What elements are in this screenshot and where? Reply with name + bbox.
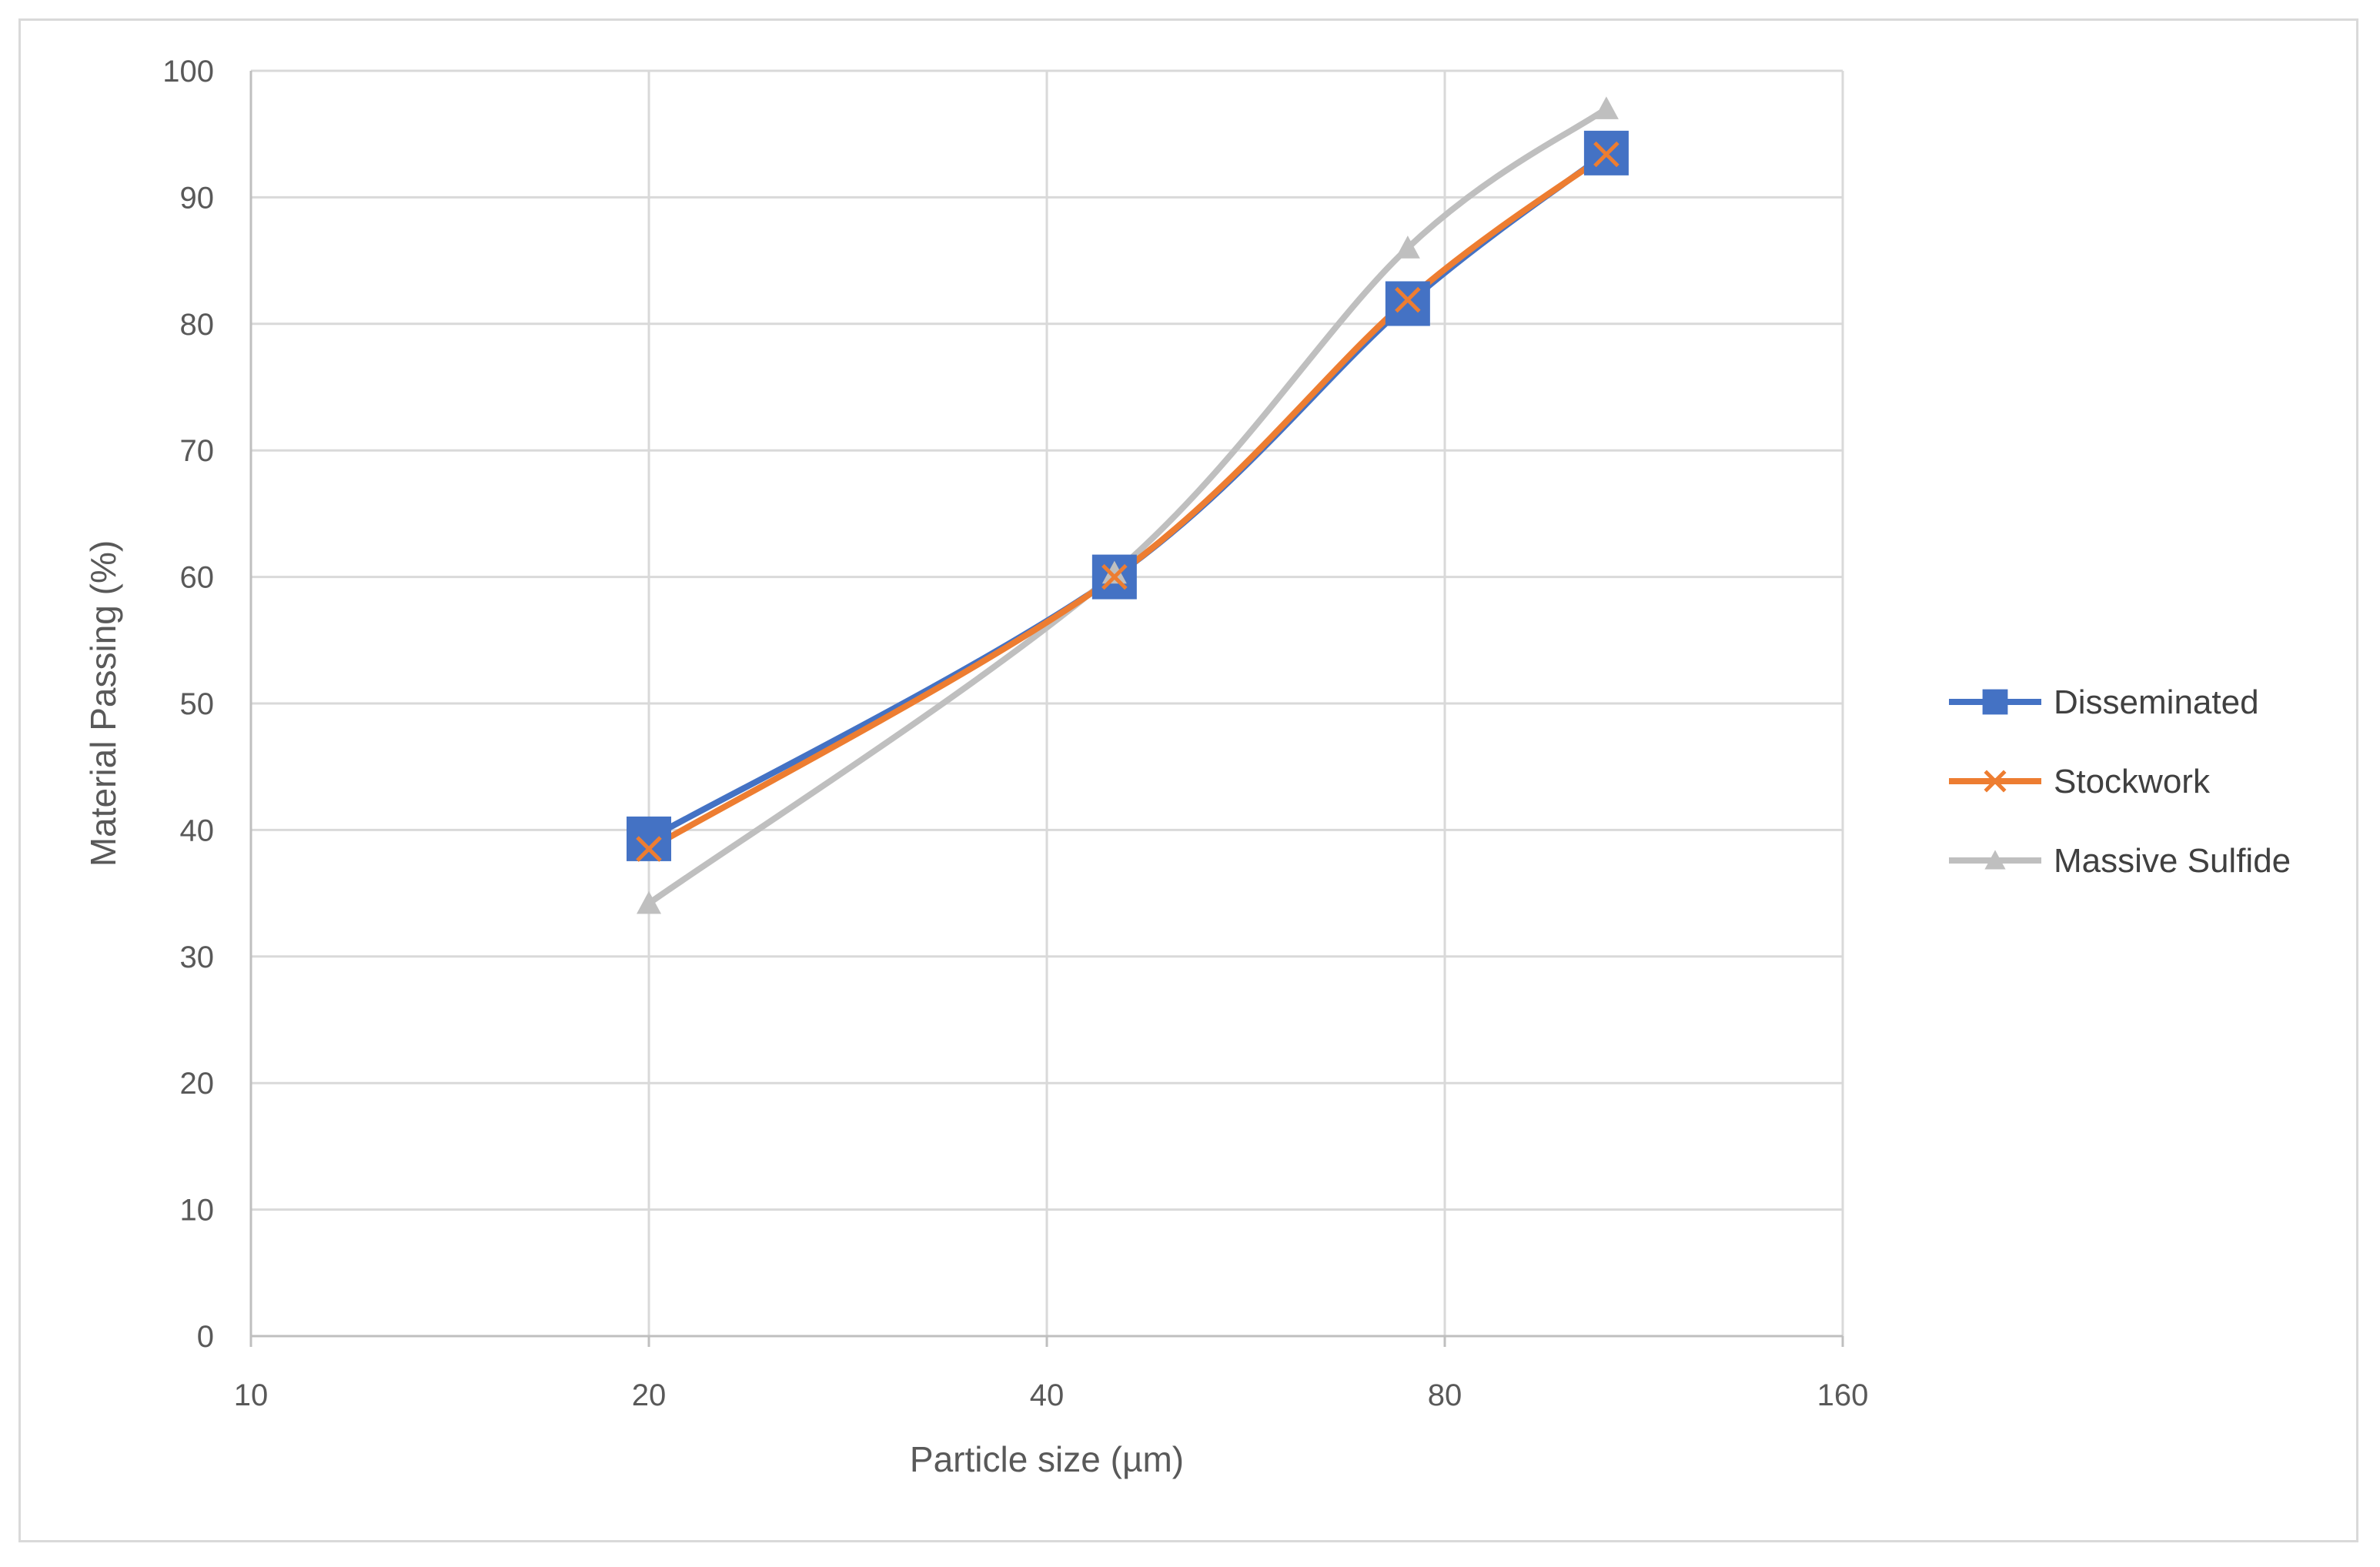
series-line-massive-sulfide [646,105,1610,907]
series-markers [627,96,1629,914]
series-line-stockwork [646,151,1610,853]
legend-item: Massive Sulfide [1949,842,2291,880]
y-tick-label: 10 [180,1194,215,1228]
legend: Disseminated Stockwork Massive Sulfide [1949,683,2291,880]
legend-item: Disseminated [1949,683,2259,721]
y-tick-label: 40 [180,814,215,847]
x-tick-label: 80 [1428,1378,1462,1412]
data-point-stockwork-stroke [636,836,662,862]
data-point-stockwork-stroke [1101,563,1128,590]
y-tick-label: 20 [180,1067,215,1101]
x-tick-label: 40 [1030,1378,1065,1412]
data-point-massive-sulfide [1593,96,1619,119]
legend-label: Stockwork [2054,763,2211,800]
legend-swatch-marker [1984,770,2007,793]
y-axis-title: Material Passing (%) [83,540,123,867]
x-tick-label: 20 [632,1378,667,1412]
data-point-disseminated [1385,281,1430,326]
data-point-massive-sulfide [1101,560,1127,584]
y-tick-label: 50 [180,687,215,721]
tick-labels: 0 10 20 30 40 50 60 70 80 90 100 10 20 40 80 160 [162,55,1868,1412]
y-tick-label: 70 [180,434,215,468]
data-point-stockwork [636,836,662,862]
x-tick-label: 10 [234,1378,269,1412]
data-point-disseminated [627,816,671,861]
legend-label: Massive Sulfide [2054,842,2291,880]
x-tick-label: 160 [1817,1378,1869,1412]
y-tick-label: 100 [162,55,214,89]
legend-swatch-marker [1982,689,2008,715]
y-tick-label: 90 [180,181,215,215]
legend-swatch-marker [1984,850,2006,870]
data-point-stockwork [1395,286,1421,313]
legend-label: Disseminated [2054,683,2259,721]
y-tick-label: 30 [180,941,215,974]
data-point-stockwork-stroke [1593,141,1620,168]
data-point-stockwork [1101,563,1128,590]
data-point-massive-sulfide [1395,236,1420,259]
legend-item: Stockwork [1949,763,2211,800]
legend-swatch-marker-stroke [1984,770,2007,793]
axes [249,71,1844,1347]
x-axis-title: Particle size (µm) [910,1439,1184,1479]
y-tick-label: 80 [180,308,215,342]
gridlines [251,69,1844,1336]
data-point-massive-sulfide [637,890,661,914]
data-point-stockwork-stroke [1395,286,1421,313]
y-tick-label: 60 [180,561,215,595]
y-tick-label: 0 [197,1320,214,1354]
data-point-stockwork [1593,141,1620,168]
series-lines [646,105,1610,907]
